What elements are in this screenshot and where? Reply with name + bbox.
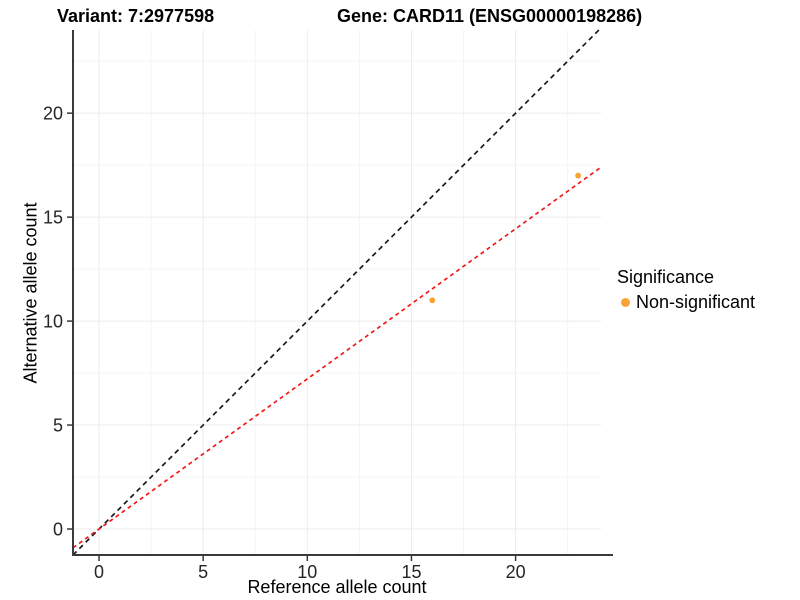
y-tick-label: 20 — [43, 104, 63, 124]
legend: Significance Non-significant — [617, 266, 755, 313]
data-point — [575, 172, 581, 179]
legend-title: Significance — [617, 267, 715, 287]
legend-point-icon — [621, 297, 630, 307]
gene-title: Gene: CARD11 (ENSG00000198286) — [337, 6, 643, 26]
x-tick-label: 10 — [297, 562, 317, 582]
x-axis-label: Reference allele count — [247, 577, 427, 597]
x-tick-label: 0 — [94, 562, 104, 582]
y-tick-label: 0 — [53, 520, 63, 540]
y-tick-label: 10 — [43, 312, 63, 332]
x-tick-label: 20 — [506, 562, 526, 582]
y-tick-label: 5 — [53, 416, 63, 436]
y-axis-label: Alternative allele count — [20, 202, 41, 384]
y-tick-label: 15 — [43, 208, 63, 228]
x-tick-label: 5 — [198, 562, 208, 582]
legend-item-label: Non-significant — [636, 292, 756, 312]
x-tick-label: 15 — [401, 562, 421, 582]
variant-title: Variant: 7:2977598 — [57, 6, 215, 26]
identity-line — [72, 29, 600, 556]
fit-line — [72, 166, 602, 549]
legend-item: Non-significant — [617, 291, 755, 313]
data-point — [429, 297, 436, 304]
